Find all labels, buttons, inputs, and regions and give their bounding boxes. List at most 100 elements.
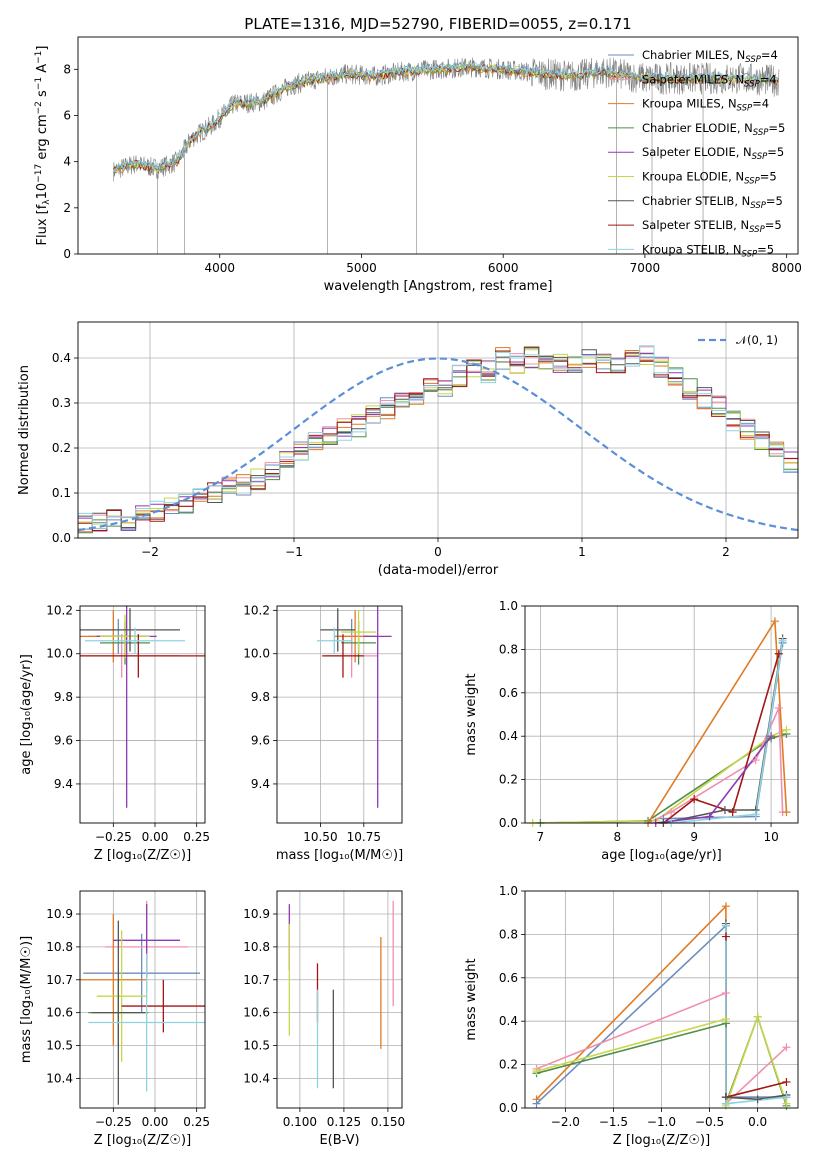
legend-entry: Chabrier STELIB, NSSP=5 [642,194,783,211]
x-tick-label: 0.25 [183,1115,210,1129]
x-tick-label: 2 [722,545,730,559]
errorbar-salpeter_elodie [363,606,392,808]
histogram-kroupa_stelib [78,345,798,529]
axes-frame [524,890,799,1109]
marker-kroupa_miles [770,617,779,626]
y-tick-label: 0.0 [499,1101,518,1115]
axes-frame [77,36,799,255]
y-tick-label: 10.4 [46,1071,73,1085]
legend-sub: SSP [750,201,766,211]
legend-n: =5 [760,170,777,184]
legend-n: =5 [768,121,785,135]
y-tick-label: 9.6 [251,734,270,748]
series-kroupa_stelib [671,640,784,823]
y-tick-label: 0.8 [499,927,518,941]
axes-frame [524,605,799,824]
y-tick-label: 0.3 [52,396,71,410]
legend-n: =4 [752,97,769,111]
marker-kroupa_stelib [721,921,730,930]
legend-sub: SSP [744,177,760,187]
plot-area [113,57,780,254]
legend-entry: Salpeter ELODIE, NSSP=5 [642,145,784,162]
legend-sub: SSP [749,225,765,235]
errorbar-kroupa_elodie [341,610,376,654]
chart-spectrum: 4000 5000 6000 7000 8000 0 2 4 6 8 wavelength [Ang… [34,36,802,294]
y-axis-label: Flux [fλ10−17 erg cm−2 s−1 A−1] [34,46,52,246]
y-axis-label: Normed distribution [17,365,32,495]
marker-salpeter_elodie [767,732,776,741]
errorbar-chabrier_miles [83,933,200,1013]
errorbar-salpeter_stelib [322,634,364,678]
x-tick-label: 9 [690,830,698,844]
errorbar-kroupa_stelib [316,627,352,654]
marker-salpeter_stelib [721,932,730,941]
marker-kroupa_elodie [782,725,791,734]
x-tick-label: 5000 [346,261,377,275]
errorbar-chabrier_stelib [80,608,180,652]
legend-name: Kroupa ELODIE, N [642,170,744,184]
x-tick-label: 0 [434,545,442,559]
legend-sub: SSP [752,152,768,162]
chart-mass-vs-ebv: 0.100 0.125 0.150 10.4 10.5 10.6 10.7 10.8 10.9 E… [243,890,405,1148]
y-axis-label: age [log₁₀(age/yr)] [19,654,34,775]
y-tick-label: 10.7 [46,973,73,987]
y-label-part: −2 [34,101,44,114]
histogram-salpeter_elodie [78,350,798,532]
errorbar-kroupa_stelib [88,953,205,1092]
marker-salpeter_miles [721,988,730,997]
y-tick-label: 1.0 [499,599,518,613]
axes-frame [77,321,799,539]
y-label-part: A [35,64,50,77]
legend-n: =5 [757,242,774,256]
x-axis-label: Z [log₁₀(Z/Z☉)] [94,1133,191,1148]
marker-salpeter_stelib [782,1077,791,1086]
marker-salpeter_stelib [774,649,783,658]
x-tick-label: 10.75 [347,830,381,844]
y-tick-label: 9.8 [54,690,73,704]
y-tick-label: 9.4 [54,777,73,791]
y-tick-label: 0.1 [52,486,71,500]
axes-frame [79,605,206,824]
marker-kroupa_elodie [753,1012,762,1021]
chart-title: PLATE=1316, MJD=52790, FIBERID=0055, z=0… [244,15,631,33]
legend-entry: Salpeter MILES, NSSP=4 [642,72,777,89]
x-tick-label: 0.100 [283,1115,317,1129]
histogram-kroupa_miles [78,346,798,533]
legend-sub: SSP [745,55,761,65]
y-tick-label: 10.5 [46,1039,73,1053]
x-tick-label: 8 [613,830,621,844]
axes-frame [276,890,403,1109]
marker-salpeter_miles [667,808,676,817]
legend-sub: SSP [744,79,760,89]
x-tick-label: 4000 [204,261,235,275]
marker-kroupa_stelib [751,810,760,819]
marker-salpeter_miles [782,1043,791,1052]
x-tick-label: 7000 [630,261,661,275]
y-tick-label: 4 [63,155,71,169]
y-tick-label: 10.2 [46,603,73,617]
legend-name: Chabrier MILES, N [642,48,745,62]
plot-area [80,606,205,808]
legend-name: Salpeter MILES, N [642,72,744,86]
plot-area [78,345,798,534]
y-label-part: s [35,90,50,101]
y-tick-label: 0.4 [499,1014,518,1028]
y-tick-label: 0.4 [52,351,71,365]
y-tick-label: 10.6 [243,1006,270,1020]
marker-kroupa_miles [782,808,791,817]
marker-salpeter_miles [774,703,783,712]
marker-kroupa_elodie [532,1067,541,1076]
marker-salpeter_elodie [705,812,714,821]
y-tick-label: 10.8 [243,940,270,954]
y-label-part: ] [35,46,50,51]
series-salpeter_stelib [662,653,780,823]
x-tick-label: 1 [578,545,586,559]
chart-residuals: −2 −1 0 1 2 0.0 0.1 0.2 0.3 0.4 (data-model)/error… [17,321,799,578]
series-chabrier_stelib [663,638,784,823]
legend-n: =5 [767,145,784,159]
chart-age-vs-mass: 10.50 10.75 9.4 9.6 9.8 10.0 10.2 mass [log₁₀(M… [243,603,403,863]
x-tick-label: 0.0 [748,1115,767,1129]
errorbar-chabrier_stelib [320,608,356,652]
y-tick-label: 10.0 [243,647,270,661]
